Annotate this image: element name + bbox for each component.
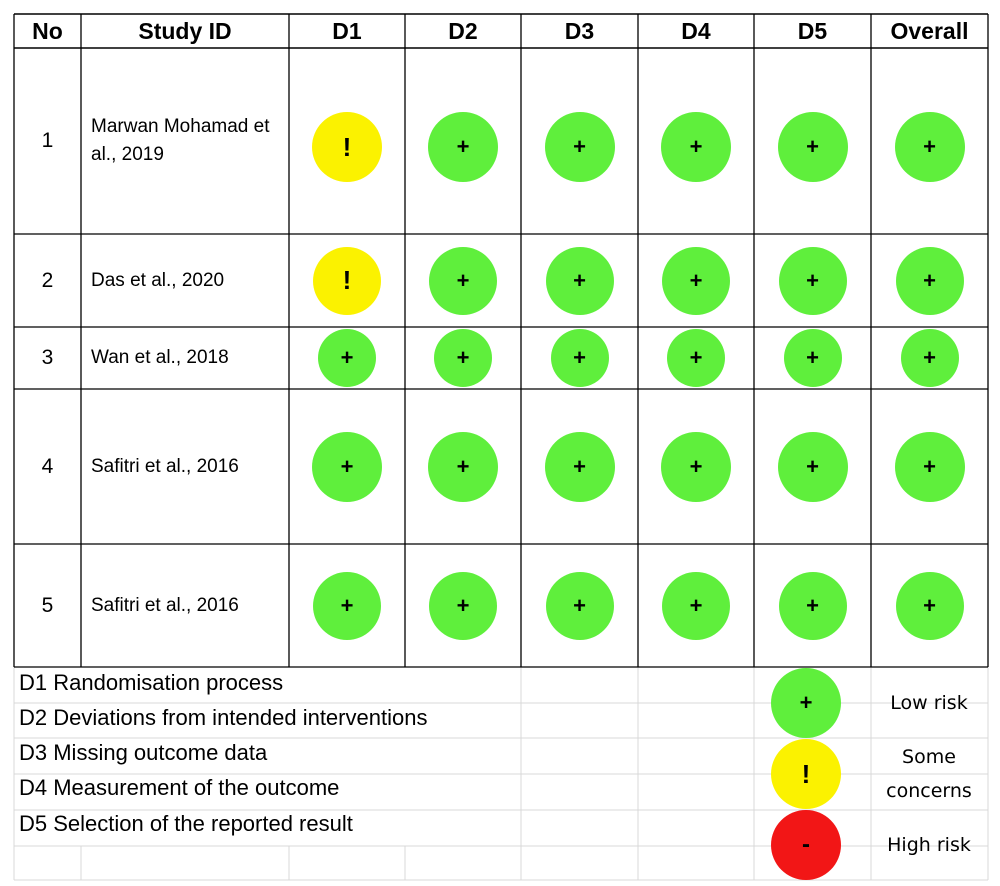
plus-icon: + xyxy=(923,134,936,159)
domain-legend-item: D5 Selection of the reported result xyxy=(19,811,353,836)
plus-icon: + xyxy=(456,453,470,479)
judgement-low-dot: + xyxy=(428,431,498,502)
plus-icon: + xyxy=(806,453,819,479)
plus-icon: + xyxy=(923,453,936,479)
judgement-low-dot: + xyxy=(777,112,848,182)
domain-legend-item: D2 Deviations from intended intervention… xyxy=(19,705,428,730)
plus-icon: + xyxy=(806,267,819,293)
judgement-low-dot: + xyxy=(434,329,492,387)
row-number: 3 xyxy=(41,346,54,369)
header-d4: D4 xyxy=(681,17,711,44)
judgement-low-dot: + xyxy=(783,329,842,387)
judgement-low-dot: + xyxy=(429,571,497,640)
plus-icon: + xyxy=(923,592,936,618)
judgement-low-dot: + xyxy=(778,571,847,640)
header-d3: D3 xyxy=(564,17,595,44)
judgement-low-dot: + xyxy=(900,329,959,387)
plus-icon: + xyxy=(806,592,819,618)
plus-icon: + xyxy=(340,453,354,479)
header-no: No xyxy=(32,17,63,44)
judgement-low-dot: + xyxy=(895,571,964,640)
exclamation-icon: ! xyxy=(801,758,811,789)
plus-icon: + xyxy=(456,134,470,159)
judgement-low-dot: + xyxy=(318,329,376,387)
study-id: Wan et al., 2018 xyxy=(91,347,229,368)
plus-icon: + xyxy=(689,592,703,618)
judgement-low-dot: + xyxy=(545,246,614,315)
plus-icon: + xyxy=(689,453,703,479)
judgement-low-dot: + xyxy=(667,329,725,387)
judgement-low-dot: + xyxy=(777,431,848,502)
plus-icon: + xyxy=(806,134,819,159)
header-d5: D5 xyxy=(797,17,828,44)
key-some-label: Some concerns xyxy=(886,746,972,802)
key-high-dot: - xyxy=(771,810,841,880)
plus-icon: + xyxy=(573,453,586,479)
plus-icon: + xyxy=(923,267,936,293)
plus-icon: + xyxy=(806,345,819,370)
row-number: 5 xyxy=(41,593,54,617)
judgement-low-dot: + xyxy=(545,571,614,640)
plus-icon: + xyxy=(799,690,813,715)
domain-legend-item: D4 Measurement of the outcome xyxy=(19,775,340,800)
plus-icon: + xyxy=(689,345,703,370)
key-low-label: Low risk xyxy=(890,692,968,714)
plus-icon: + xyxy=(340,345,354,370)
key-high-label: High risk xyxy=(887,834,971,856)
header-d2: D2 xyxy=(448,17,478,44)
minus-icon: - xyxy=(802,831,810,858)
judgement-low-dot: + xyxy=(313,571,381,640)
judgement-low-dot: + xyxy=(429,246,497,315)
plus-icon: + xyxy=(689,267,703,293)
key-some-dot: ! xyxy=(771,739,841,809)
header-d1: D1 xyxy=(332,17,362,44)
plus-icon: + xyxy=(573,592,586,618)
judgement-low-dot: + xyxy=(661,431,731,502)
exclamation-icon: ! xyxy=(342,131,352,162)
judgement-low-dot: + xyxy=(550,329,609,387)
domain-legend-item: D3 Missing outcome data xyxy=(19,740,268,765)
judgement-some-dot: ! xyxy=(312,112,382,182)
plus-icon: + xyxy=(573,134,586,159)
study-id: Safitri et al., 2016 xyxy=(91,455,239,477)
judgement-low-dot: + xyxy=(544,112,615,182)
exclamation-icon: ! xyxy=(342,265,352,295)
judgement-low-dot: + xyxy=(895,246,964,315)
study-id: Safitri et al., 2016 xyxy=(91,594,239,616)
plus-icon: + xyxy=(573,267,586,293)
judgement-low-dot: + xyxy=(778,246,847,315)
judgement-some-dot: ! xyxy=(313,246,381,315)
plus-icon: + xyxy=(573,345,586,370)
judgement-low-dot: + xyxy=(544,431,615,502)
plus-icon: + xyxy=(340,592,354,618)
study-id: Marwan Mohamad et al., 2019 xyxy=(91,116,270,165)
key-low-dot: + xyxy=(771,668,841,738)
row-number: 2 xyxy=(41,268,54,292)
plus-icon: + xyxy=(689,134,703,159)
plus-icon: + xyxy=(456,592,470,618)
judgement-low-dot: + xyxy=(662,246,730,315)
header-overall: Overall xyxy=(890,17,969,44)
judgement-low-dot: + xyxy=(661,112,731,182)
judgement-low-dot: + xyxy=(312,431,382,502)
judgement-low-dot: + xyxy=(662,571,730,640)
domain-legend-item: D1 Randomisation process xyxy=(19,670,284,695)
plus-icon: + xyxy=(456,345,470,370)
plus-icon: + xyxy=(923,345,936,370)
judgement-low-dot: + xyxy=(894,112,965,182)
judgement-low-dot: + xyxy=(428,112,498,182)
row-number: 1 xyxy=(41,129,54,152)
study-id: Das et al., 2020 xyxy=(91,269,225,291)
judgement-low-dot: + xyxy=(894,431,965,502)
row-number: 4 xyxy=(41,454,54,478)
plus-icon: + xyxy=(456,267,470,293)
header-study-id: Study ID xyxy=(138,17,232,44)
